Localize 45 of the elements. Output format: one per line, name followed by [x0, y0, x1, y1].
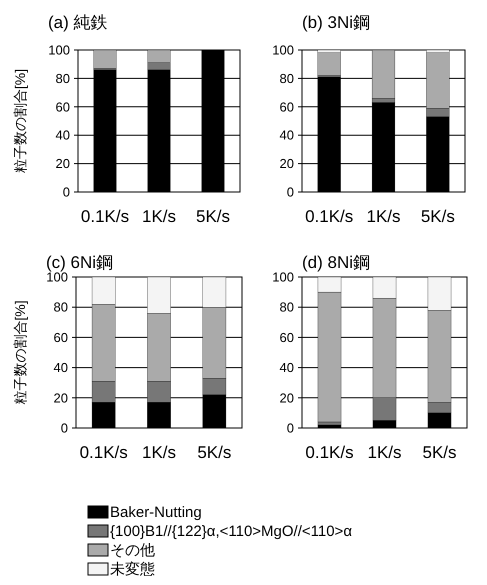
y-tick-label: 40 [56, 128, 70, 143]
y-tick-label: 20 [280, 156, 294, 172]
chart-title: (d) 8Ni鋼 [302, 253, 370, 272]
x-tick-label: 1K/s [142, 207, 176, 226]
y-tick-label: 60 [280, 99, 294, 114]
y-tick-label: 60 [56, 99, 70, 114]
legend-label: Baker-Nutting [110, 504, 202, 521]
legend-label: その他 [110, 542, 155, 559]
chart-title: (b) 3Ni鋼 [302, 13, 370, 32]
y-tick-label: 0 [286, 420, 294, 436]
y-tick-label: 100 [272, 270, 294, 284]
x-tick-label: 1K/s [366, 207, 401, 226]
y-tick-label: 40 [280, 128, 294, 143]
y-tick-label: 60 [280, 330, 294, 345]
y-tick-label: 0 [60, 420, 68, 436]
y-axis-title: 粒子数の割合[%] [12, 68, 28, 174]
legend-label: {100}B1//{122}α,<110>MgO//<110>α [110, 523, 352, 540]
x-tick-label: 5K/s [420, 207, 455, 226]
x-tick-label: 0.1K/s [80, 207, 130, 226]
y-tick-label: 20 [56, 156, 70, 172]
chart-title: (a) 純鉄 [48, 13, 108, 32]
y-tick-label: 100 [48, 42, 70, 58]
x-tick-label: 0.1K/s [80, 443, 128, 462]
y-tick-label: 40 [54, 360, 68, 376]
y-tick-label: 0 [62, 184, 70, 200]
x-tick-label: 5K/s [196, 207, 230, 226]
x-tick-label: 5K/s [197, 443, 232, 462]
y-tick-label: 80 [54, 300, 68, 315]
x-tick-label: 0.1K/s [305, 207, 354, 226]
y-axis-title: 粒子数の割合[%] [12, 300, 28, 405]
x-tick-label: 5K/s [422, 443, 457, 462]
x-tick-label: 1K/s [142, 443, 176, 462]
y-tick-label: 20 [54, 390, 68, 406]
x-tick-label: 0.1K/s [305, 443, 354, 462]
y-tick-label: 80 [280, 70, 294, 86]
y-tick-label: 20 [280, 390, 294, 406]
y-tick-label: 40 [280, 360, 294, 376]
y-tick-label: 80 [56, 70, 70, 86]
y-tick-label: 60 [54, 330, 68, 345]
x-tick-label: 1K/s [367, 443, 402, 462]
y-tick-label: 0 [286, 184, 294, 200]
chart-title: (c) 6Ni鋼 [46, 253, 114, 272]
y-tick-label: 80 [280, 300, 294, 315]
legend-label: 未変態 [110, 561, 155, 578]
y-tick-label: 100 [272, 42, 294, 58]
